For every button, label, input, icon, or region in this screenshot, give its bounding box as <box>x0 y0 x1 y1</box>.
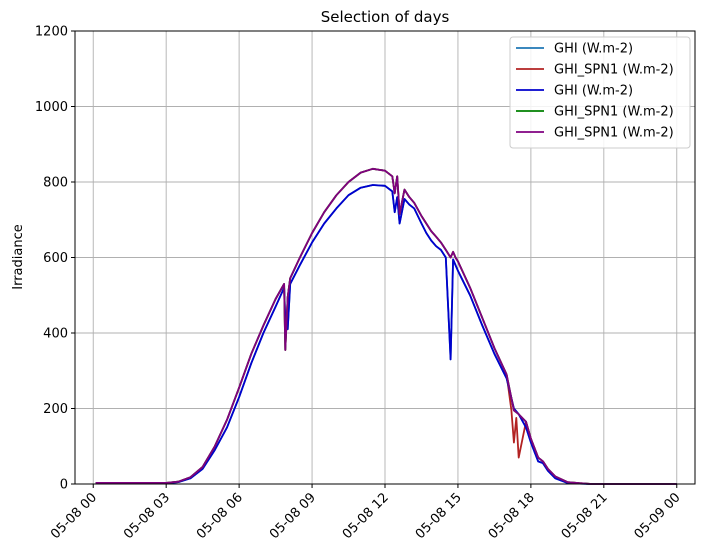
y-tick-label: 1200 <box>35 25 68 40</box>
series-line-3 <box>95 184 677 485</box>
legend-label: GHI_SPN1 (W.m-2) <box>554 63 674 78</box>
legend-box <box>509 36 691 149</box>
legend-label: GHI (W.m-2) <box>554 84 633 99</box>
y-tick-label: 1000 <box>35 100 68 115</box>
y-axis-label: Irradiance <box>11 224 26 289</box>
y-axis: 0 200 400 600 800 1000 1200 <box>35 25 75 493</box>
y-tick-label: 200 <box>43 402 68 417</box>
series-line-5 <box>95 167 677 485</box>
legend-label: GHI_SPN1 (W.m-2) <box>554 126 674 141</box>
y-tick-label: 400 <box>43 327 68 342</box>
legend-label: GHI (W.m-2) <box>554 42 633 57</box>
legend-label: GHI_SPN1 (W.m-2) <box>554 105 674 120</box>
y-tick-label: 800 <box>43 176 68 191</box>
y-tick-label: 0 <box>60 478 68 493</box>
series-lines <box>95 167 677 485</box>
grid <box>75 30 695 485</box>
y-tick-label: 600 <box>43 251 68 266</box>
chart-title: Selection of days <box>321 8 450 26</box>
legend: GHI (W.m-2) GHI_SPN1 (W.m-2) GHI (W.m-2) GH… <box>509 36 691 149</box>
